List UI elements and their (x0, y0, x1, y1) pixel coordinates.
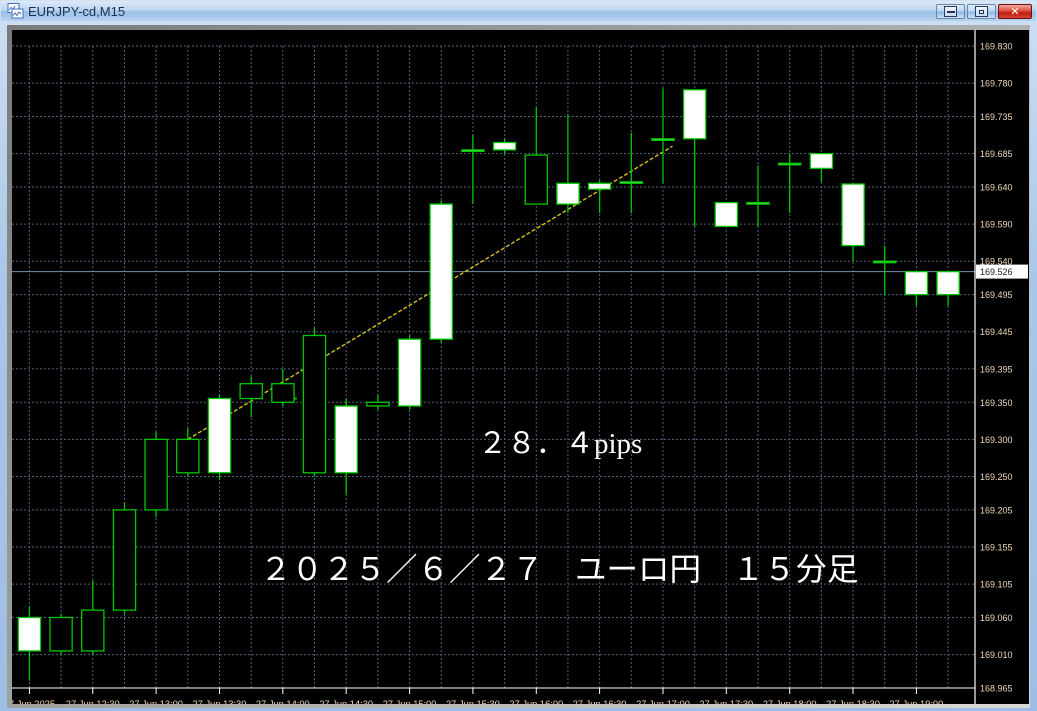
svg-text:169.250: 169.250 (980, 472, 1013, 482)
svg-text:169.685: 169.685 (980, 149, 1013, 159)
svg-text:27 Jun 15:30: 27 Jun 15:30 (446, 699, 500, 704)
svg-text:27 Jun 17:00: 27 Jun 17:00 (636, 699, 690, 704)
svg-text:169.830: 169.830 (980, 42, 1013, 52)
svg-text:27 Jun 14:00: 27 Jun 14:00 (256, 699, 310, 704)
svg-text:27 Jun 13:00: 27 Jun 13:00 (129, 699, 183, 704)
svg-text:27 Jun 17:30: 27 Jun 17:30 (699, 699, 753, 704)
svg-text:27 Jun 18:00: 27 Jun 18:00 (763, 699, 817, 704)
svg-text:27 Jun 12:30: 27 Jun 12:30 (66, 699, 120, 704)
svg-text:27 Jun 14:30: 27 Jun 14:30 (319, 699, 373, 704)
svg-text:169.060: 169.060 (980, 613, 1013, 623)
svg-text:168.965: 168.965 (980, 684, 1013, 694)
svg-text:169.495: 169.495 (980, 290, 1013, 300)
svg-text:169.590: 169.590 (980, 220, 1013, 230)
svg-text:169.205: 169.205 (980, 505, 1013, 515)
svg-text:27 Jun 16:00: 27 Jun 16:00 (509, 699, 563, 704)
svg-text:169.010: 169.010 (980, 650, 1013, 660)
svg-text:２０２５／６／２７ ユーロ円 １５分足: ２０２５／６／２７ ユーロ円 １５分足 (260, 552, 859, 587)
svg-text:27 Jun 2025: 27 Jun 2025 (12, 699, 55, 704)
svg-text:27 Jun 15:00: 27 Jun 15:00 (383, 699, 437, 704)
svg-text:２８．４pips: ２８．４pips (478, 428, 642, 460)
svg-text:169.155: 169.155 (980, 543, 1013, 553)
svg-text:169.780: 169.780 (980, 79, 1013, 89)
svg-text:169.300: 169.300 (980, 435, 1013, 445)
svg-text:27 Jun 19:00: 27 Jun 19:00 (890, 699, 944, 704)
svg-text:169.350: 169.350 (980, 398, 1013, 408)
svg-text:169.640: 169.640 (980, 183, 1013, 193)
svg-text:27 Jun 13:30: 27 Jun 13:30 (193, 699, 247, 704)
svg-text:27 Jun 16:30: 27 Jun 16:30 (573, 699, 627, 704)
svg-text:169.395: 169.395 (980, 364, 1013, 374)
svg-text:169.735: 169.735 (980, 112, 1013, 122)
svg-text:27 Jun 18:30: 27 Jun 18:30 (826, 699, 880, 704)
svg-text:169.445: 169.445 (980, 327, 1013, 337)
svg-text:169.526: 169.526 (980, 267, 1013, 277)
svg-text:169.105: 169.105 (980, 580, 1013, 590)
